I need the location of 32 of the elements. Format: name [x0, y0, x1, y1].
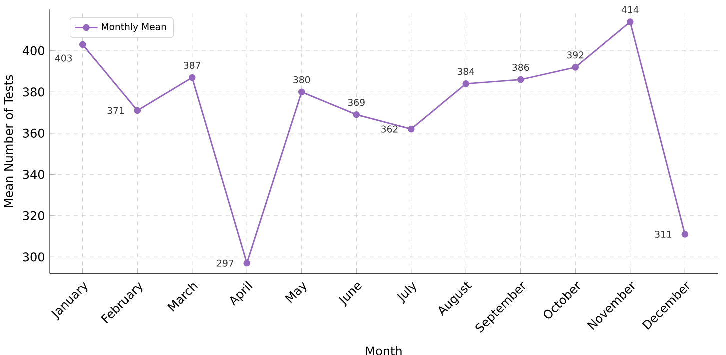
point: [517, 76, 524, 84]
y-tick-label: 400: [22, 46, 44, 56]
y-tick-label: 360: [23, 128, 44, 138]
data-label: 392: [567, 52, 584, 59]
data-label: 414: [622, 6, 639, 14]
data-label: 369: [348, 99, 365, 106]
point: [462, 80, 470, 88]
data-label: 403: [55, 54, 72, 62]
point: [79, 41, 86, 48]
legend-label: Monthly Mean: [102, 23, 166, 32]
y-tick-label: 380: [23, 88, 44, 97]
point: [134, 107, 142, 114]
point: [188, 74, 196, 82]
point: [244, 260, 251, 267]
point: [408, 126, 415, 133]
point: [298, 88, 306, 96]
data-label: 386: [512, 64, 530, 72]
point: [626, 18, 634, 26]
y-tick-label: 300: [23, 252, 44, 262]
data-label: 384: [458, 68, 475, 76]
data-label: 297: [217, 260, 234, 267]
data-label: 371: [108, 107, 124, 114]
data-label: 311: [655, 230, 672, 238]
y-tick-label: 340: [23, 170, 44, 180]
data-label: 387: [184, 62, 200, 70]
point: [682, 231, 689, 238]
data-label: 380: [294, 76, 310, 84]
y-axis-title: Mean Number of Tests: [4, 75, 14, 208]
data-label: 362: [382, 126, 398, 133]
point: [572, 64, 580, 71]
y-tick-label: 320: [23, 211, 44, 220]
point: [353, 111, 360, 118]
